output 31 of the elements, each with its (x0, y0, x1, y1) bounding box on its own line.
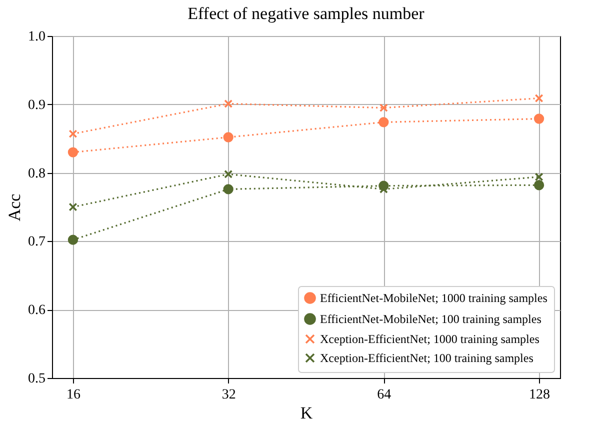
point (534, 172, 544, 182)
y-tick-label: 0.8 (28, 166, 46, 182)
x-tick-label: 64 (377, 388, 392, 402)
point (223, 132, 234, 142)
point (68, 130, 78, 138)
y-tick-label: 0.5 (28, 372, 46, 386)
x-tick-label: 32 (222, 388, 236, 402)
legend-label: Xception-EfficientNet; 100 training samples (320, 351, 534, 365)
x-tick-label: 128 (529, 388, 550, 402)
legend-label: EfficientNet-MobileNet; 1000 training samples (320, 291, 548, 305)
point (68, 202, 78, 212)
x-tick-label: 16 (66, 388, 80, 402)
y-tick-label: 0.7 (28, 234, 46, 250)
y-tick-label: 0.6 (28, 303, 46, 318)
y-axis-title: Acc (5, 193, 24, 222)
point (379, 104, 388, 112)
legend-label: Xception-EfficientNet; 1000 training samples (320, 332, 540, 346)
x-axis-title: K (300, 404, 314, 422)
point (223, 184, 234, 194)
point (224, 99, 233, 108)
point (68, 147, 78, 158)
y-tick-label: 0.9 (28, 98, 46, 113)
point (68, 234, 78, 245)
y-tick-label: 1.0 (28, 30, 46, 44)
point (224, 170, 233, 178)
chart-title: Effect of negative samples number (188, 4, 425, 23)
point (534, 114, 544, 124)
point (534, 94, 544, 102)
point (534, 180, 544, 190)
legend-label: EfficientNet-MobileNet; 100 training samples (320, 312, 542, 326)
point (378, 117, 389, 128)
